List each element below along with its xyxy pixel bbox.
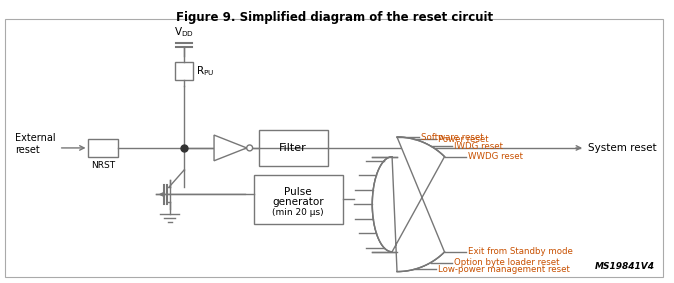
Text: MS19841V4: MS19841V4 bbox=[595, 261, 655, 271]
Text: reset: reset bbox=[16, 145, 40, 155]
Bar bbox=[175, 62, 193, 80]
Text: Low-power management reset: Low-power management reset bbox=[438, 265, 570, 274]
Polygon shape bbox=[214, 135, 247, 161]
Text: External: External bbox=[16, 133, 56, 143]
Text: Software reset: Software reset bbox=[421, 132, 483, 142]
Text: Figure 9. Simplified diagram of the reset circuit: Figure 9. Simplified diagram of the rese… bbox=[176, 11, 493, 24]
Text: NRST: NRST bbox=[91, 161, 115, 170]
Text: Pulse: Pulse bbox=[284, 187, 312, 198]
Polygon shape bbox=[372, 137, 445, 272]
Text: Option byte loader reset: Option byte loader reset bbox=[454, 258, 560, 267]
Text: (min 20 µs): (min 20 µs) bbox=[272, 208, 324, 217]
Bar bbox=[259, 130, 328, 166]
Text: generator: generator bbox=[272, 197, 324, 207]
Bar bbox=[88, 139, 118, 157]
Text: IWDG reset: IWDG reset bbox=[454, 142, 503, 151]
Text: V$_{\mathsf{DD}}$: V$_{\mathsf{DD}}$ bbox=[175, 25, 194, 39]
Text: Power reset: Power reset bbox=[438, 135, 489, 144]
Circle shape bbox=[247, 145, 253, 151]
Text: R$_{\mathsf{PU}}$: R$_{\mathsf{PU}}$ bbox=[196, 64, 214, 78]
Bar bbox=[253, 175, 342, 224]
Text: System reset: System reset bbox=[588, 143, 656, 153]
Text: WWDG reset: WWDG reset bbox=[468, 152, 523, 161]
Text: Exit from Standby mode: Exit from Standby mode bbox=[468, 247, 573, 256]
Text: Filter: Filter bbox=[279, 143, 307, 153]
